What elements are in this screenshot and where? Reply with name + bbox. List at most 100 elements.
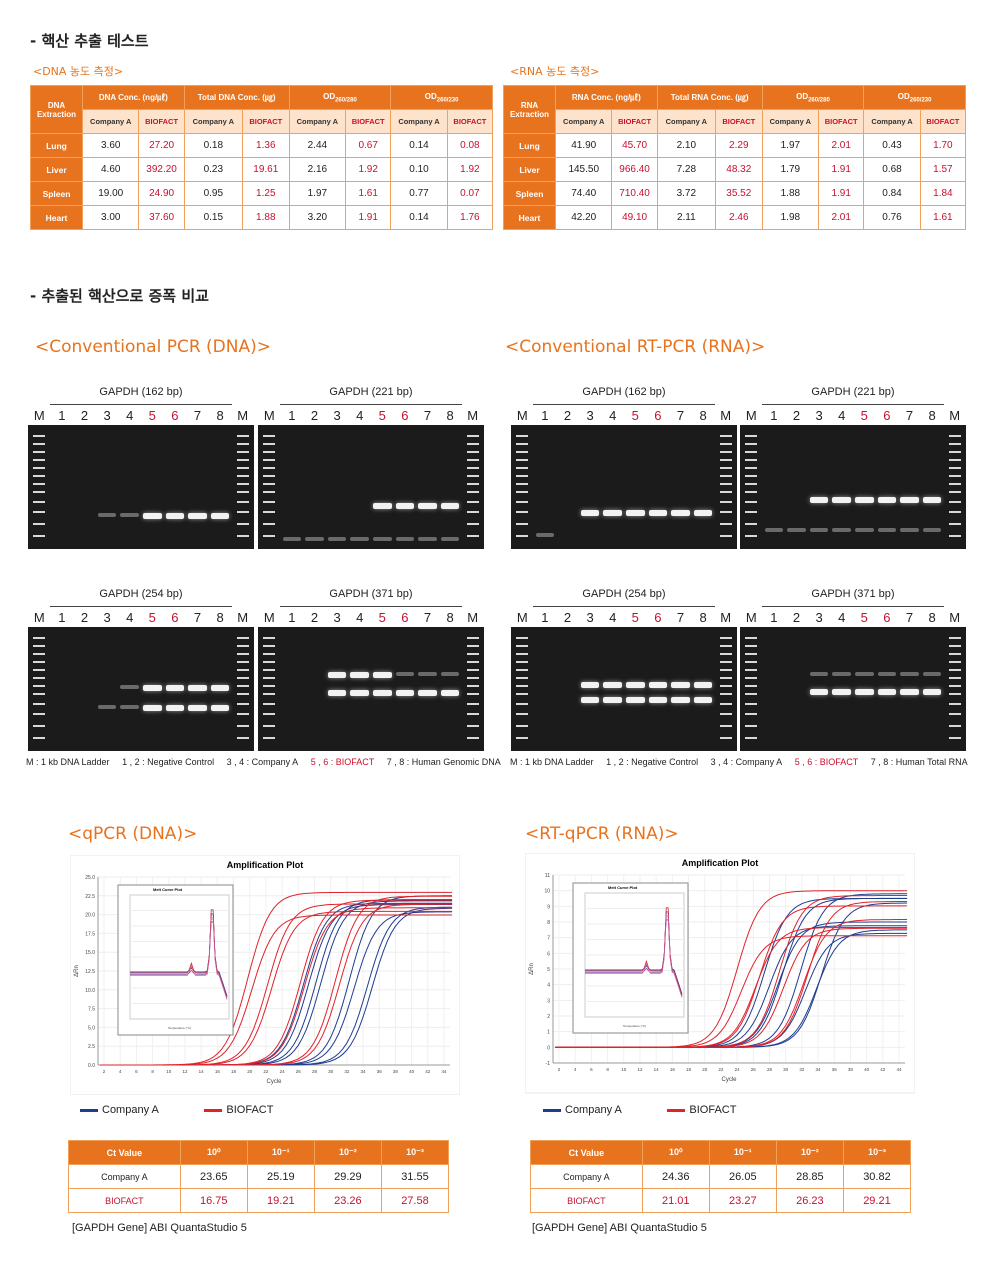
ladder-band bbox=[263, 475, 276, 477]
dna-subtitle: <DNA 농도 측정> bbox=[33, 65, 124, 78]
ladder-band bbox=[745, 467, 758, 469]
table-cell: 0.77 bbox=[390, 181, 448, 206]
table-cell: 0.18 bbox=[183, 133, 243, 158]
inset-title: Melt Curve Plot bbox=[608, 885, 638, 890]
ladder-band bbox=[719, 535, 732, 537]
lane-label: 7 bbox=[676, 408, 685, 423]
gel-band bbox=[671, 697, 690, 703]
table-row: Lung 3.60 27.20 0.18 1.36 2.44 0.67 0.14 0.08 bbox=[30, 133, 494, 158]
amplification-curve bbox=[100, 903, 453, 1066]
ladder-band bbox=[236, 737, 249, 739]
x-tick-label: 30 bbox=[783, 1067, 789, 1072]
ladder-band bbox=[516, 483, 529, 485]
gel-title-line bbox=[50, 404, 232, 405]
ladder-band bbox=[745, 443, 758, 445]
ladder-band bbox=[236, 535, 249, 537]
ladder-band bbox=[948, 685, 961, 687]
table-row: Heart 3.00 37.60 0.15 1.88 3.20 1.91 0.14 1.76 bbox=[30, 205, 494, 230]
ladder-band bbox=[719, 459, 732, 461]
ladder-band bbox=[236, 491, 249, 493]
pcr-dna-title: <Conventional PCR (DNA)> bbox=[35, 337, 271, 357]
gel-image bbox=[28, 425, 254, 549]
x-tick-label: 34 bbox=[361, 1069, 367, 1074]
lane-label: 5 bbox=[148, 610, 156, 625]
table-row: Liver 145.50 966.40 7.28 48.32 1.79 1.91 0.68 1.… bbox=[503, 157, 967, 182]
ladder-band bbox=[516, 685, 529, 687]
x-axis-label: Cycle bbox=[721, 1077, 737, 1083]
table-cell: 710.40 bbox=[611, 181, 658, 206]
rna-subtitle: <RNA 농도 측정> bbox=[510, 65, 600, 78]
ladder-band bbox=[516, 443, 529, 445]
gel-image bbox=[740, 627, 966, 751]
ladder-band bbox=[745, 703, 758, 705]
gel-band bbox=[832, 497, 851, 503]
table-cell: 29.21 bbox=[842, 1188, 912, 1213]
gel-band bbox=[580, 682, 600, 688]
gel-band bbox=[877, 528, 897, 532]
ct-header: 10⁻¹ bbox=[246, 1140, 315, 1165]
table-cell: 966.40 bbox=[611, 157, 658, 182]
gel-band bbox=[327, 537, 347, 541]
gel-band bbox=[327, 672, 347, 678]
x-tick-label: 8 bbox=[606, 1067, 609, 1072]
table-cell: 24.90 bbox=[138, 181, 185, 206]
gel-band bbox=[165, 513, 185, 519]
lane-label: 8 bbox=[446, 408, 454, 423]
gel-band bbox=[648, 510, 668, 516]
lane-label: 4 bbox=[609, 408, 617, 423]
ladder-band bbox=[466, 725, 479, 727]
gel-band bbox=[440, 503, 460, 509]
lane-label: 4 bbox=[356, 610, 364, 625]
table-cell: 23.65 bbox=[179, 1164, 248, 1189]
ct-header: 10⁻³ bbox=[380, 1140, 450, 1165]
ladder-band bbox=[948, 645, 961, 647]
subheader-company-a: Company A bbox=[863, 109, 921, 134]
lane-label: 1 bbox=[288, 610, 296, 625]
gel-band bbox=[855, 689, 874, 695]
ladder-band bbox=[719, 443, 732, 445]
lane-label: 1 bbox=[288, 408, 296, 423]
gel-band bbox=[305, 537, 324, 541]
table-cell: 1.97 bbox=[761, 133, 820, 158]
table-cell: 0.95 bbox=[183, 181, 243, 206]
y-tick-label: 10.0 bbox=[85, 988, 95, 994]
ladder-band bbox=[516, 475, 529, 477]
subheader-biofact: BIOFACT bbox=[138, 109, 185, 134]
ladder-band bbox=[263, 523, 276, 525]
ladder-band bbox=[33, 523, 46, 525]
subheader-biofact: BIOFACT bbox=[818, 109, 865, 134]
table-cell: 1.88 bbox=[761, 181, 820, 206]
table-cell: 23.27 bbox=[708, 1188, 777, 1213]
gel-band bbox=[580, 697, 600, 703]
lane-label: 4 bbox=[126, 610, 134, 625]
lane-label: 1 bbox=[770, 610, 778, 625]
ct-header: Ct Value bbox=[530, 1140, 643, 1165]
gel-band bbox=[282, 537, 302, 541]
table-cell: 45.70 bbox=[611, 133, 658, 158]
x-tick-label: 24 bbox=[280, 1069, 286, 1074]
subheader-biofact: BIOFACT bbox=[345, 109, 392, 134]
ladder-band bbox=[948, 491, 961, 493]
ladder-band bbox=[745, 693, 758, 695]
table-row: Lung 41.90 45.70 2.10 2.29 1.97 2.01 0.43 1.70 bbox=[503, 133, 967, 158]
x-tick-label: 34 bbox=[816, 1067, 822, 1072]
gel-band bbox=[832, 672, 851, 676]
table-cell: BIOFACT bbox=[530, 1188, 643, 1213]
y-tick-label: 0 bbox=[547, 1045, 550, 1051]
lane-label: 3 bbox=[586, 408, 594, 423]
ladder-band bbox=[719, 475, 732, 477]
x-tick-label: 10 bbox=[621, 1067, 627, 1072]
y-tick-label: 25.0 bbox=[85, 875, 95, 881]
gel-band bbox=[210, 705, 230, 711]
table-cell: 29.29 bbox=[313, 1164, 382, 1189]
table-cell: 19.00 bbox=[81, 181, 140, 206]
gel-band bbox=[395, 690, 415, 696]
ladder-band bbox=[948, 451, 961, 453]
y-tick-label: 3 bbox=[547, 998, 550, 1004]
ladder-band bbox=[719, 645, 732, 647]
table-cell: 1.61 bbox=[345, 181, 392, 206]
gel-band bbox=[350, 537, 369, 541]
gel-band bbox=[535, 533, 555, 537]
lane-label: 3 bbox=[815, 408, 823, 423]
table-cell: 1.97 bbox=[288, 181, 347, 206]
